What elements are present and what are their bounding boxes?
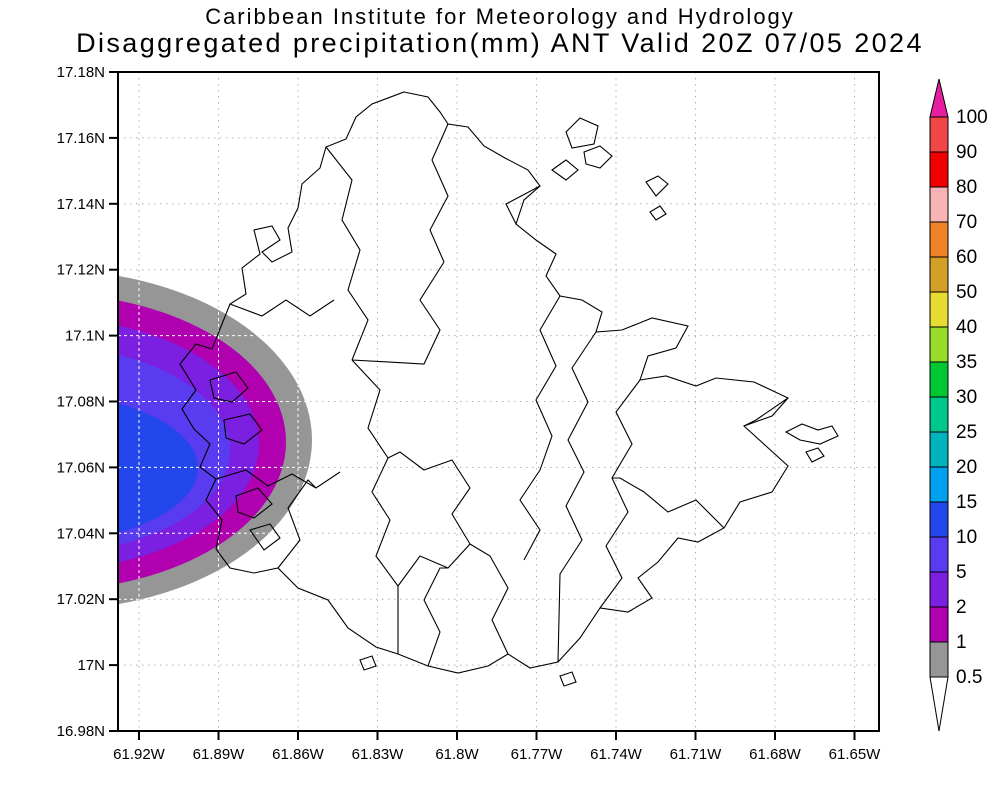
lat-tick-label: 17.14N [57, 196, 105, 213]
lon-tick-label: 61.68W [749, 746, 802, 763]
colorbar-boundary-label: 90 [956, 142, 977, 163]
lat-tick-label: 17.1N [65, 328, 105, 345]
page-title: Caribbean Institute for Meteorology and … [205, 4, 795, 29]
precipitation-shading [118, 275, 312, 605]
colorbar-boundary-label: 10 [956, 527, 977, 548]
colorbar-over-arrow [929, 78, 949, 118]
axis-ticks [109, 71, 856, 740]
coastal-islets [209, 117, 839, 687]
colorbar-boundary-label: 15 [956, 492, 977, 513]
latitude-axis-labels: 17.18N 17.16N 17.14N 17.12N 17.1N 17.08N 17.06… [57, 64, 105, 740]
lat-tick-label: 17.12N [57, 262, 105, 279]
colorbar-boundary-label: 20 [956, 457, 977, 478]
lat-tick-label: 17.04N [57, 525, 105, 542]
colorbar-cell [929, 571, 949, 608]
precip-contour-ring-10mm [118, 403, 198, 533]
lat-tick-label: 17.16N [57, 130, 105, 147]
colorbar-under-arrow [929, 676, 949, 732]
longitude-axis-labels: 61.92W 61.89W 61.86W 61.83W 61.8W 61.77W 61.74… [113, 746, 881, 763]
lon-tick-label: 61.89W [193, 746, 246, 763]
colorbar-boundary-label: 60 [956, 247, 977, 268]
colorbar-cell [929, 641, 949, 678]
colorbar-boundary-label: 70 [956, 212, 977, 233]
colorbar-cell [929, 466, 949, 503]
lon-tick-label: 61.86W [272, 746, 325, 763]
island-coastline [179, 91, 789, 674]
colorbar-cell [929, 151, 949, 188]
lon-tick-label: 61.65W [829, 746, 882, 763]
colorbar-boundary-label: 25 [956, 422, 977, 443]
colorbar-boundary-label: 80 [956, 177, 977, 198]
colorbar-cell [929, 536, 949, 573]
colorbar-boundary-label: 35 [956, 352, 977, 373]
lon-tick-label: 61.77W [511, 746, 564, 763]
colorbar-cell [929, 431, 949, 468]
colorbar-cell [929, 606, 949, 643]
colorbar-boundary-label: 5 [956, 562, 967, 583]
colorbar-boundary-label: 40 [956, 317, 977, 338]
colorbar-cell [929, 221, 949, 258]
colorbar-cell [929, 291, 949, 328]
colorbar-cell [929, 186, 949, 223]
colorbar-boundary-label: 1 [956, 632, 967, 653]
lat-tick-label: 17N [77, 657, 105, 674]
colorbar-cell [929, 256, 949, 293]
colorbar-boundary-label: 50 [956, 282, 977, 303]
lat-tick-label: 17.08N [57, 394, 105, 411]
colorbar-cell [929, 116, 949, 153]
lon-tick-label: 61.83W [352, 746, 405, 763]
lon-tick-label: 61.71W [670, 746, 723, 763]
colorbar-boundary-label: 100 [956, 107, 988, 128]
lat-tick-label: 17.18N [57, 64, 105, 81]
colorbar-boundary-label: 0.5 [956, 667, 982, 688]
lon-tick-label: 61.74W [590, 746, 643, 763]
colorbar-boundary-label: 30 [956, 387, 977, 408]
lon-tick-label: 61.92W [113, 746, 166, 763]
watershed-boundaries [215, 123, 789, 667]
colorbar-cell [929, 361, 949, 398]
lat-tick-label: 17.06N [57, 459, 105, 476]
colorbar-cell [929, 396, 949, 433]
page-subtitle: Disaggregated precipitation(mm) ANT Vali… [76, 28, 924, 58]
lon-tick-label: 61.8W [435, 746, 479, 763]
colorbar-cell [929, 326, 949, 363]
colorbar: 100 90 80 70 60 50 40 35 30 25 20 15 10 5 2 1 0.5 [929, 78, 988, 732]
lat-tick-label: 17.02N [57, 591, 105, 608]
colorbar-boundary-label: 2 [956, 597, 967, 618]
colorbar-cell [929, 501, 949, 538]
lat-tick-label: 16.98N [57, 723, 105, 740]
island-map-outlines [179, 91, 839, 687]
